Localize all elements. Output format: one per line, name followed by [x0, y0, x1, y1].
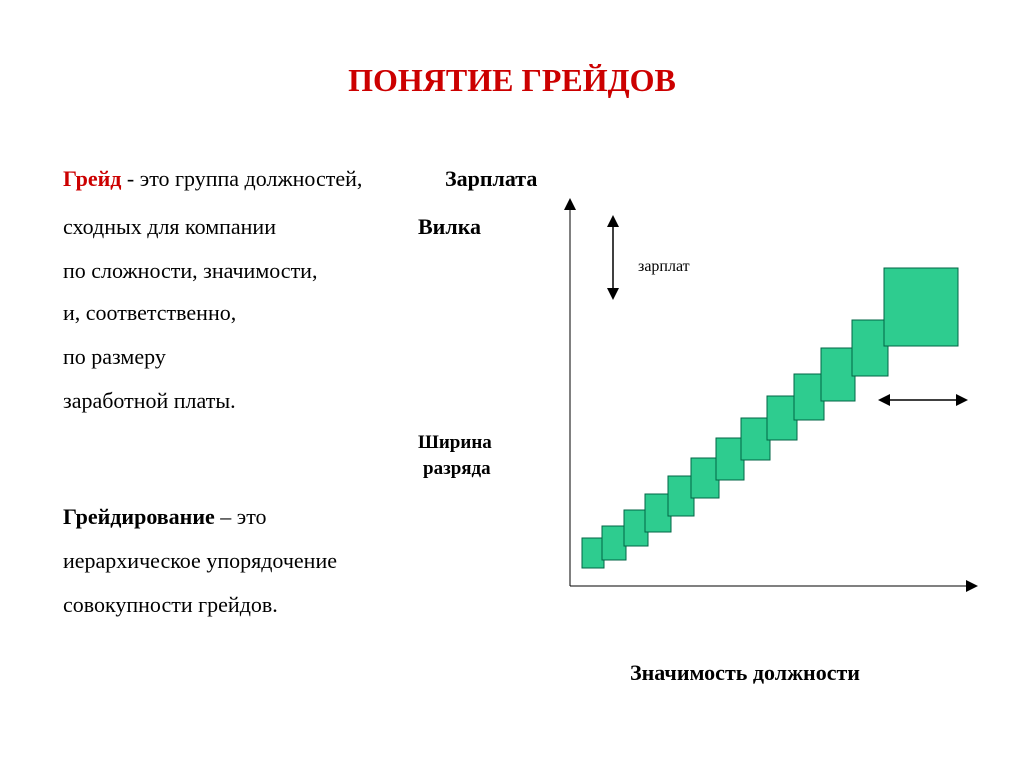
slide-title: ПОНЯТИЕ ГРЕЙДОВ: [0, 62, 1024, 99]
grade-box: [602, 526, 626, 560]
grade-chart: [558, 190, 978, 600]
grade-box: [852, 320, 888, 376]
term-grading: Грейдирование: [63, 504, 215, 529]
grade-box: [767, 396, 797, 440]
width-label-1: Ширина: [418, 432, 492, 454]
def-line-1: Грейд - это группа должностей,: [63, 166, 362, 192]
grade-box: [645, 494, 671, 532]
grade-box: [821, 348, 855, 401]
def2-line-1-rest: – это: [215, 504, 267, 529]
grade-box: [582, 538, 604, 568]
def-line-4: и, соответственно,: [63, 300, 236, 326]
vilka-label: Вилка: [418, 214, 481, 240]
def2-line-3: совокупности грейдов.: [63, 592, 278, 618]
grade-box: [884, 268, 958, 346]
grade-box: [691, 458, 719, 498]
grade-box: [624, 510, 648, 546]
def2-line-1: Грейдирование – это: [63, 504, 267, 530]
grade-box: [794, 374, 824, 420]
def-line-6: заработной платы.: [63, 388, 236, 414]
x-axis-label: Значимость должности: [630, 660, 860, 686]
width-label-2: разряда: [423, 458, 491, 480]
def-line-1-rest: - это группа должностей,: [121, 166, 362, 191]
grade-box: [741, 418, 770, 460]
y-axis-label: Зарплата: [445, 166, 537, 192]
grade-box: [716, 438, 744, 480]
def-line-5: по размеру: [63, 344, 166, 370]
def-line-2: сходных для компании: [63, 214, 276, 240]
grade-box: [668, 476, 694, 516]
term-grade: Грейд: [63, 166, 121, 191]
def2-line-2: иерархическое упорядочение: [63, 548, 337, 574]
def-line-3: по сложности, значимости,: [63, 258, 317, 284]
